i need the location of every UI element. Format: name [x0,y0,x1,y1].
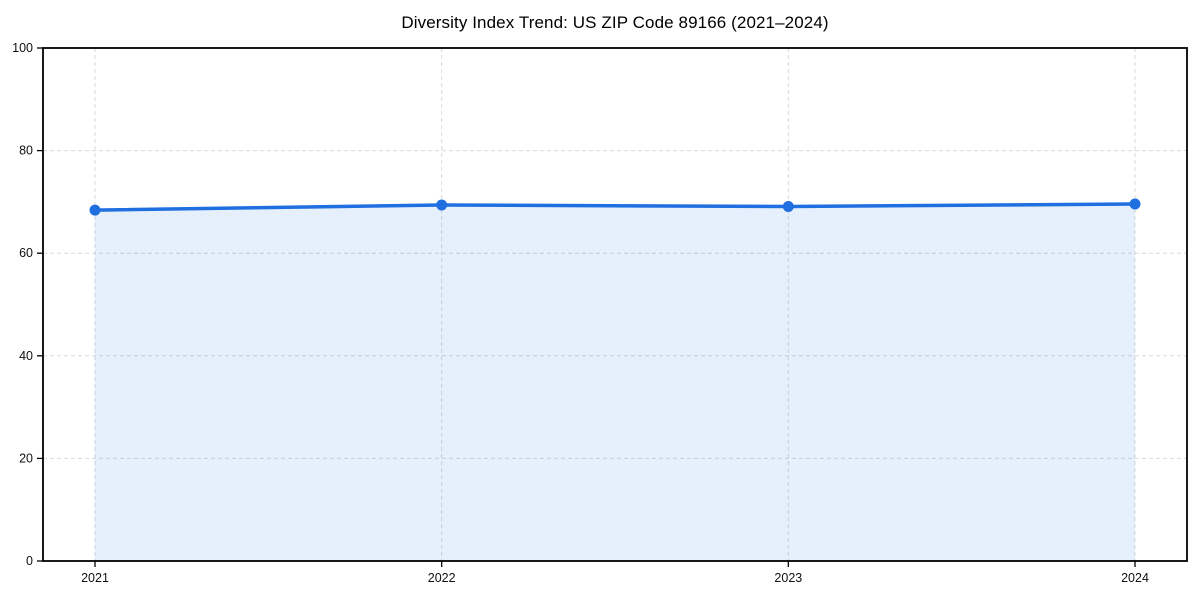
x-tick-label: 2023 [774,571,802,585]
data-point-2023 [782,201,794,213]
data-point-2024 [1129,198,1141,210]
x-tick-label: 2021 [81,571,109,585]
series-area-fill [95,203,1135,561]
y-tick-label: 100 [12,41,33,55]
chart-title: Diversity Index Trend: US ZIP Code 89166… [401,13,829,32]
data-point-2022 [436,199,448,211]
y-tick-label: 60 [19,246,33,260]
y-tick-label: 80 [19,144,33,158]
series-line [93,202,1137,212]
data-point-2021 [89,204,101,216]
y-tick-label: 40 [19,349,33,363]
y-tick-label: 20 [19,451,33,465]
x-tick-label: 2024 [1121,571,1149,585]
y-tick-label: 0 [26,554,33,568]
plot-border [42,47,1188,562]
x-tick-label: 2022 [428,571,456,585]
